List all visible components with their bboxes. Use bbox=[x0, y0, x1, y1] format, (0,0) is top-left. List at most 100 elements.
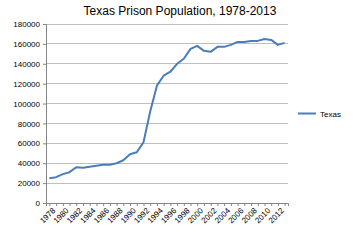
x-tick bbox=[96, 203, 97, 206]
x-tick bbox=[177, 203, 178, 206]
grid-line bbox=[46, 24, 288, 25]
y-tick-label: 100000 bbox=[13, 100, 40, 109]
x-tick-mark bbox=[110, 203, 111, 206]
y-tick-mark bbox=[43, 64, 46, 65]
x-tick-mark bbox=[117, 203, 118, 206]
x-tick-mark bbox=[211, 203, 212, 206]
y-axis: 0 20000 40000 60000 80000 100000 120000 140000 1… bbox=[13, 20, 46, 208]
y-tick: 60000 bbox=[18, 139, 46, 148]
x-tick bbox=[123, 203, 124, 206]
title: Texas Prison Population, 1978-2013 bbox=[84, 4, 277, 18]
x-tick-mark bbox=[238, 203, 239, 206]
x-tick-mark bbox=[251, 203, 252, 206]
y-tick: 100000 bbox=[13, 100, 46, 109]
y-tick-mark bbox=[43, 123, 46, 124]
x-tick bbox=[231, 203, 232, 206]
x-tick bbox=[271, 203, 272, 206]
x-tick-mark bbox=[217, 203, 218, 206]
y-tick-mark bbox=[43, 143, 46, 144]
x-tick bbox=[150, 203, 151, 206]
y-tick: 180000 bbox=[13, 20, 46, 29]
x-tick-mark bbox=[264, 203, 265, 206]
grid-line bbox=[46, 123, 288, 124]
y-tick-mark bbox=[43, 44, 46, 45]
y-tick: 140000 bbox=[13, 60, 46, 69]
x-tick bbox=[204, 203, 205, 206]
x-tick-mark bbox=[191, 203, 192, 206]
x-tick bbox=[285, 203, 286, 206]
x-tick-mark bbox=[90, 203, 91, 206]
grid-line bbox=[46, 183, 288, 184]
x-tick-mark bbox=[278, 203, 279, 206]
x-tick bbox=[258, 203, 259, 206]
x-tick-mark bbox=[150, 203, 151, 206]
y-tick-mark bbox=[43, 24, 46, 25]
y-tick-mark bbox=[43, 84, 46, 85]
grid-line bbox=[46, 63, 288, 64]
x-axis: 1978198019821984198619881990199219941996… bbox=[38, 203, 288, 225]
x-tick-mark bbox=[285, 203, 286, 206]
legend-swatch bbox=[298, 113, 316, 115]
y-tick-mark bbox=[43, 104, 46, 105]
grid-line bbox=[46, 43, 288, 44]
grid bbox=[46, 24, 288, 203]
y-tick: 120000 bbox=[13, 80, 46, 89]
x-tick-mark bbox=[143, 203, 144, 206]
plot-area bbox=[49, 39, 284, 178]
x-tick bbox=[217, 203, 218, 206]
y-tick-mark bbox=[43, 163, 46, 164]
x-tick-mark bbox=[56, 203, 57, 206]
x-tick-mark bbox=[177, 203, 178, 206]
x-tick-mark bbox=[70, 203, 71, 206]
chart: Texas Prison Population, 1978-2013 0 20000… bbox=[0, 0, 360, 237]
y-tick-label: 140000 bbox=[13, 60, 40, 69]
x-tick-mark bbox=[231, 203, 232, 206]
x-tick-mark bbox=[170, 203, 171, 206]
legend: Texas bbox=[298, 110, 341, 119]
x-tick-mark bbox=[258, 203, 259, 206]
y-tick-label: 80000 bbox=[18, 120, 41, 129]
y-tick: 40000 bbox=[18, 159, 46, 168]
grid-line bbox=[46, 103, 288, 104]
y-tick: 160000 bbox=[13, 40, 46, 49]
x-tick-mark bbox=[96, 203, 97, 206]
grid-line bbox=[46, 163, 288, 164]
line bbox=[49, 39, 284, 178]
x-tick-mark bbox=[184, 203, 185, 206]
x-axis-line bbox=[47, 204, 289, 207]
x-tick-mark bbox=[130, 203, 131, 206]
y-tick-label: 60000 bbox=[18, 139, 41, 148]
y-tick-label: 0 bbox=[36, 199, 41, 208]
y-tick-label: 120000 bbox=[13, 80, 40, 89]
x-tick-mark bbox=[49, 203, 50, 206]
x-tick-label: 2012 bbox=[267, 206, 286, 225]
x-tick-mark bbox=[83, 203, 84, 206]
x-tick-mark bbox=[157, 203, 158, 206]
x-tick-mark bbox=[244, 203, 245, 206]
y-tick-label: 20000 bbox=[18, 179, 41, 188]
y-tick-label: 180000 bbox=[13, 20, 40, 29]
legend-label: Texas bbox=[320, 110, 341, 119]
x-tick-mark bbox=[76, 203, 77, 206]
x-tick-mark bbox=[204, 203, 205, 206]
x-tick-mark bbox=[164, 203, 165, 206]
x-tick bbox=[164, 203, 165, 206]
x-tick-mark bbox=[63, 203, 64, 206]
y-axis-line bbox=[43, 25, 47, 204]
x-tick bbox=[56, 203, 57, 206]
y-tick: 0 bbox=[36, 199, 46, 208]
x-tick-mark bbox=[197, 203, 198, 206]
y-tick-mark bbox=[43, 183, 46, 184]
x-tick-mark bbox=[123, 203, 124, 206]
y-tick-label: 40000 bbox=[18, 159, 41, 168]
grid-line bbox=[46, 143, 288, 144]
x-tick bbox=[70, 203, 71, 206]
x-tick-mark bbox=[137, 203, 138, 206]
y-tick: 20000 bbox=[18, 179, 46, 188]
x-tick-mark bbox=[271, 203, 272, 206]
grid-line bbox=[46, 83, 288, 84]
x-tick-mark bbox=[103, 203, 104, 206]
x-tick-mark bbox=[224, 203, 225, 206]
x-tick bbox=[191, 203, 192, 206]
x-tick bbox=[137, 203, 138, 206]
